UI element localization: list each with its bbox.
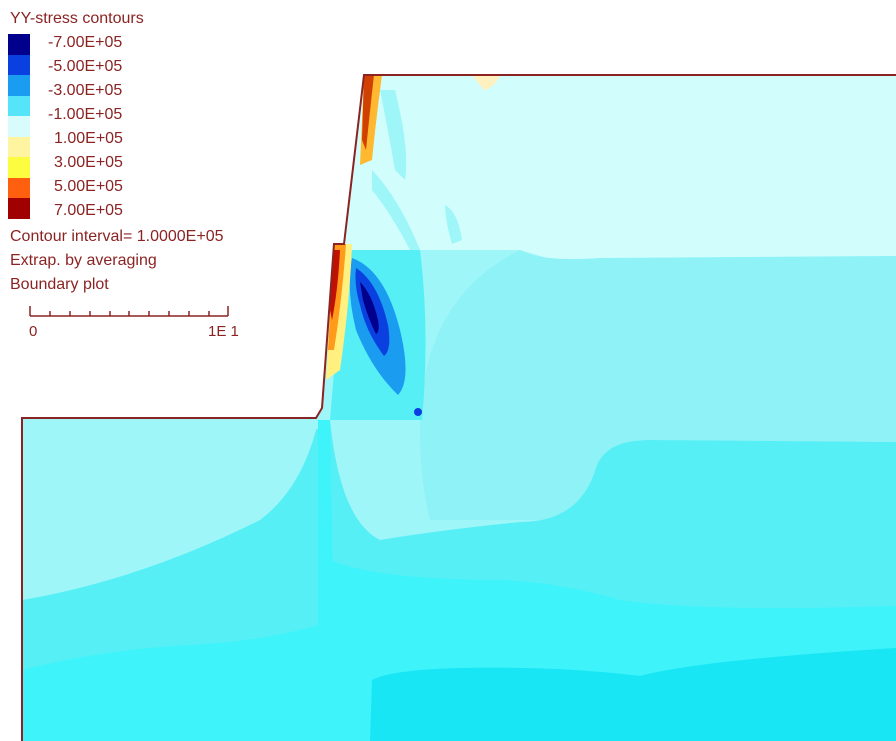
legend-level-label: -5.00E+05 [48,58,123,75]
legend-swatch [8,136,30,157]
legend-swatch [8,95,30,116]
legend-swatch [8,157,30,178]
model-boundary [21,74,896,741]
legend-level-label: 3.00E+05 [54,154,123,171]
zone-tension-top [472,75,500,90]
zone-tension-upper-core [362,75,374,150]
zone-streak-1 [380,90,407,180]
zone-streak-2 [372,170,420,250]
legend-title: YY-stress contours [10,10,144,27]
legend-swatch [8,54,30,75]
legend-level-label: -3.00E+05 [48,82,123,99]
extrapolation-text: Extrap. by averaging [10,252,157,269]
contour-interval-text: Contour interval= 1.0000E+05 [10,228,224,245]
legend-level-label: 5.00E+05 [54,178,123,195]
zone-tension-lower-core [330,250,340,320]
legend-level-label: -7.00E+05 [48,34,123,51]
zone-column [318,420,334,650]
zone-deep-cyan [370,648,896,741]
zone-blue-spot [414,408,422,416]
legend-swatch [8,116,30,137]
zone-streak-3 [445,205,462,244]
legend-level-label: 1.00E+05 [54,130,123,147]
scale-max-label: 1E 1 [208,323,239,340]
scale-bar [29,306,229,317]
legend-swatches [8,34,30,219]
plot-mode-text: Boundary plot [10,276,109,293]
zone-blue-core [360,282,379,334]
zone-light-band [420,250,896,520]
legend-swatch [8,177,30,198]
scale-min-label: 0 [29,323,38,340]
legend-swatch [8,198,30,219]
legend-level-label: -1.00E+05 [48,106,123,123]
legend-swatch [8,34,30,55]
legend-swatch [8,75,30,96]
legend-level-label: 7.00E+05 [54,202,123,219]
